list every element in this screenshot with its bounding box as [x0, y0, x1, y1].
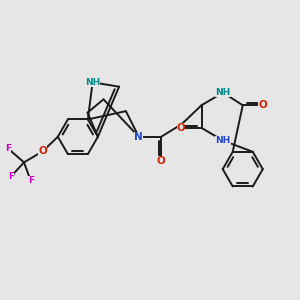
Text: O: O: [38, 146, 47, 157]
Text: O: O: [258, 100, 267, 110]
Text: F: F: [5, 144, 11, 153]
Text: F: F: [28, 176, 34, 185]
Text: NH: NH: [215, 136, 231, 145]
Text: O: O: [176, 123, 185, 133]
Text: F: F: [8, 172, 14, 181]
Text: NH: NH: [85, 78, 100, 87]
Text: N: N: [134, 132, 143, 142]
Text: NH: NH: [215, 88, 231, 97]
Text: O: O: [157, 156, 166, 166]
